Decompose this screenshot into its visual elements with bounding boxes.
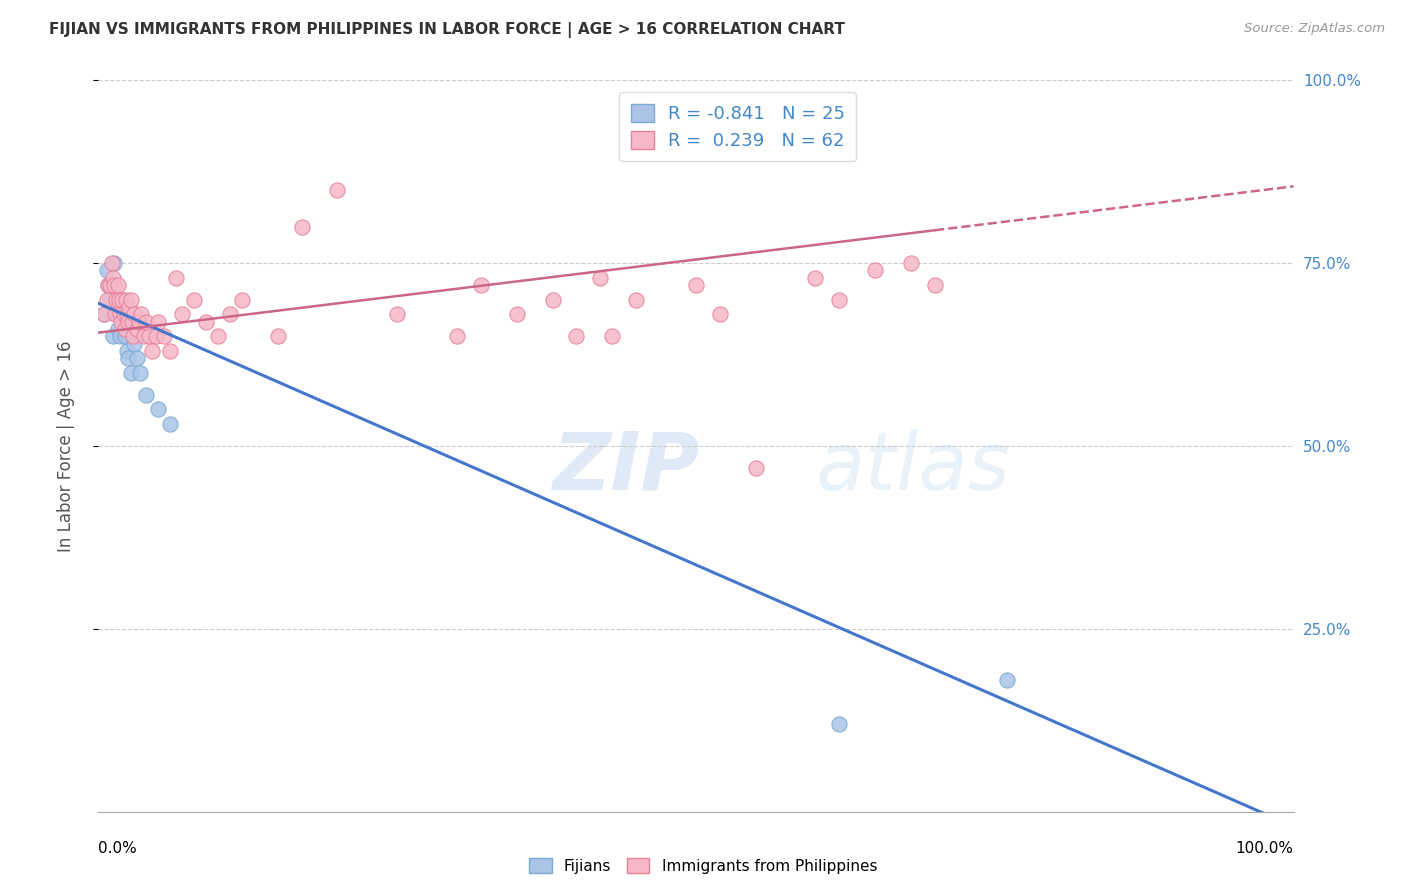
Point — [129, 366, 152, 380]
Point — [125, 322, 148, 336]
Point — [110, 307, 132, 321]
Point — [107, 293, 129, 307]
Point — [709, 307, 731, 321]
Point — [120, 366, 142, 380]
Point — [122, 329, 145, 343]
Point — [267, 329, 290, 343]
Point — [865, 263, 887, 277]
Point — [96, 263, 118, 277]
Point — [120, 293, 142, 307]
Point — [98, 293, 122, 307]
Point — [148, 315, 170, 329]
Point — [100, 256, 122, 270]
Point — [114, 322, 136, 336]
Point — [124, 307, 146, 321]
Point — [118, 300, 141, 314]
Point — [446, 329, 468, 343]
Text: ZIP: ZIP — [553, 429, 700, 507]
Point — [98, 278, 122, 293]
Point — [219, 307, 242, 321]
Point — [828, 293, 851, 307]
Point — [141, 343, 163, 358]
Point — [104, 307, 127, 321]
Point — [97, 278, 120, 293]
Point — [153, 329, 176, 343]
Point — [107, 293, 129, 307]
Point — [470, 278, 492, 293]
Point — [291, 219, 314, 234]
Point — [326, 183, 349, 197]
Point — [107, 278, 129, 293]
Point — [135, 388, 157, 402]
Point — [112, 315, 135, 329]
Point — [103, 278, 125, 293]
Point — [108, 307, 131, 321]
Point — [107, 322, 129, 336]
Text: Source: ZipAtlas.com: Source: ZipAtlas.com — [1244, 22, 1385, 36]
Point — [101, 329, 124, 343]
Point — [924, 278, 946, 293]
Point — [589, 270, 612, 285]
Point — [117, 351, 139, 366]
Point — [125, 351, 148, 366]
Point — [93, 307, 115, 321]
Point — [685, 278, 707, 293]
Point — [995, 673, 1018, 687]
Point — [121, 315, 143, 329]
Point — [115, 343, 138, 358]
Text: FIJIAN VS IMMIGRANTS FROM PHILIPPINES IN LABOR FORCE | AGE > 16 CORRELATION CHAR: FIJIAN VS IMMIGRANTS FROM PHILIPPINES IN… — [49, 22, 845, 38]
Point — [138, 329, 160, 343]
Point — [112, 307, 135, 321]
Point — [115, 293, 138, 307]
Point — [195, 315, 218, 329]
Point — [159, 343, 181, 358]
Point — [159, 417, 181, 431]
Point — [828, 717, 851, 731]
Text: 100.0%: 100.0% — [1236, 841, 1294, 856]
Point — [145, 329, 167, 343]
Point — [207, 329, 229, 343]
Point — [183, 293, 205, 307]
Point — [108, 329, 131, 343]
Legend: Fijians, Immigrants from Philippines: Fijians, Immigrants from Philippines — [523, 852, 883, 880]
Legend: R = -0.841   N = 25, R =  0.239   N = 62: R = -0.841 N = 25, R = 0.239 N = 62 — [619, 92, 856, 161]
Point — [804, 270, 827, 285]
Point — [172, 307, 194, 321]
Y-axis label: In Labor Force | Age > 16: In Labor Force | Age > 16 — [56, 340, 75, 552]
Point — [128, 315, 150, 329]
Point — [124, 336, 146, 351]
Point — [93, 307, 115, 321]
Point — [602, 329, 624, 343]
Point — [626, 293, 648, 307]
Point — [900, 256, 922, 270]
Point — [105, 307, 128, 321]
Point — [506, 307, 529, 321]
Point — [110, 315, 132, 329]
Point — [96, 293, 118, 307]
Point — [111, 293, 134, 307]
Point — [101, 270, 124, 285]
Point — [117, 315, 139, 329]
Text: 0.0%: 0.0% — [98, 841, 138, 856]
Point — [385, 307, 409, 321]
Point — [745, 461, 768, 475]
Point — [131, 307, 153, 321]
Point — [97, 278, 120, 293]
Point — [565, 329, 588, 343]
Point — [103, 256, 125, 270]
Point — [132, 329, 155, 343]
Point — [148, 402, 170, 417]
Text: atlas: atlas — [815, 429, 1011, 507]
Point — [114, 329, 136, 343]
Point — [115, 307, 138, 321]
Point — [135, 315, 157, 329]
Point — [541, 293, 564, 307]
Point — [165, 270, 187, 285]
Point — [111, 293, 134, 307]
Point — [105, 293, 128, 307]
Point — [231, 293, 253, 307]
